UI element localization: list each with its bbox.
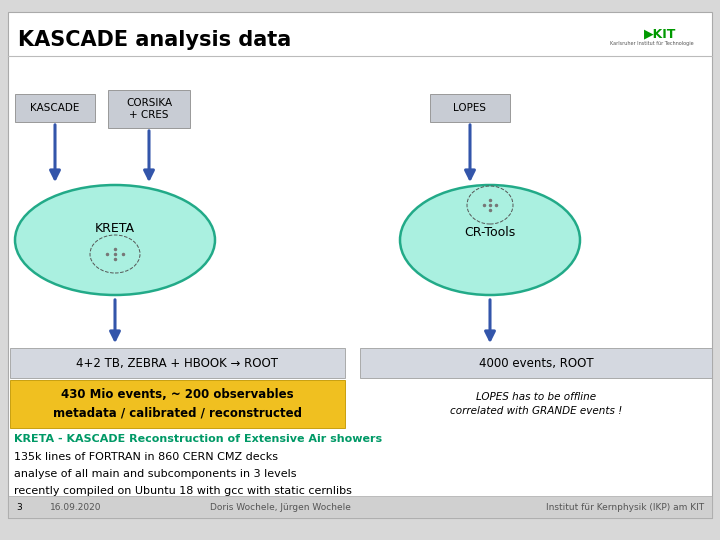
Text: LOPES has to be offline
correlated with GRANDE events !: LOPES has to be offline correlated with …: [450, 392, 622, 416]
Text: ▶KIT: ▶KIT: [644, 28, 676, 40]
Text: Institut für Kernphysik (IKP) am KIT: Institut für Kernphysik (IKP) am KIT: [546, 503, 704, 511]
Text: 135k lines of FORTRAN in 860 CERN CMZ decks: 135k lines of FORTRAN in 860 CERN CMZ de…: [14, 452, 278, 462]
FancyBboxPatch shape: [15, 94, 95, 122]
Text: KASCADE analysis data: KASCADE analysis data: [18, 30, 292, 50]
FancyBboxPatch shape: [108, 90, 190, 128]
Ellipse shape: [400, 185, 580, 295]
Text: KRETA: KRETA: [95, 221, 135, 234]
Text: 430 Mio events, ~ 200 observables
metadata / calibrated / reconstructed: 430 Mio events, ~ 200 observables metada…: [53, 388, 302, 420]
Text: Karlsruher Institut für Technologie: Karlsruher Institut für Technologie: [610, 40, 694, 45]
Text: 16.09.2020: 16.09.2020: [50, 503, 102, 511]
Text: LOPES: LOPES: [454, 103, 487, 113]
FancyBboxPatch shape: [8, 496, 712, 518]
Text: recently compiled on Ubuntu 18 with gcc with static cernlibs: recently compiled on Ubuntu 18 with gcc …: [14, 486, 352, 496]
Text: analyse of all main and subcomponents in 3 levels: analyse of all main and subcomponents in…: [14, 469, 297, 479]
Text: 3: 3: [16, 503, 22, 511]
FancyBboxPatch shape: [430, 94, 510, 122]
FancyBboxPatch shape: [360, 348, 712, 378]
Text: 4+2 TB, ZEBRA + HBOOK → ROOT: 4+2 TB, ZEBRA + HBOOK → ROOT: [76, 356, 279, 369]
FancyBboxPatch shape: [610, 15, 710, 53]
Text: CR-Tools: CR-Tools: [464, 226, 516, 239]
Text: KRETA - KASCADE Reconstruction of Extensive Air showers: KRETA - KASCADE Reconstruction of Extens…: [14, 434, 382, 444]
Text: CORSIKA
+ CRES: CORSIKA + CRES: [126, 98, 172, 120]
FancyBboxPatch shape: [10, 380, 345, 428]
Ellipse shape: [15, 185, 215, 295]
FancyBboxPatch shape: [10, 348, 345, 378]
Text: 4000 events, ROOT: 4000 events, ROOT: [479, 356, 593, 369]
Text: Doris Wochele, Jürgen Wochele: Doris Wochele, Jürgen Wochele: [210, 503, 351, 511]
FancyBboxPatch shape: [8, 12, 712, 518]
Text: KASCADE: KASCADE: [30, 103, 80, 113]
